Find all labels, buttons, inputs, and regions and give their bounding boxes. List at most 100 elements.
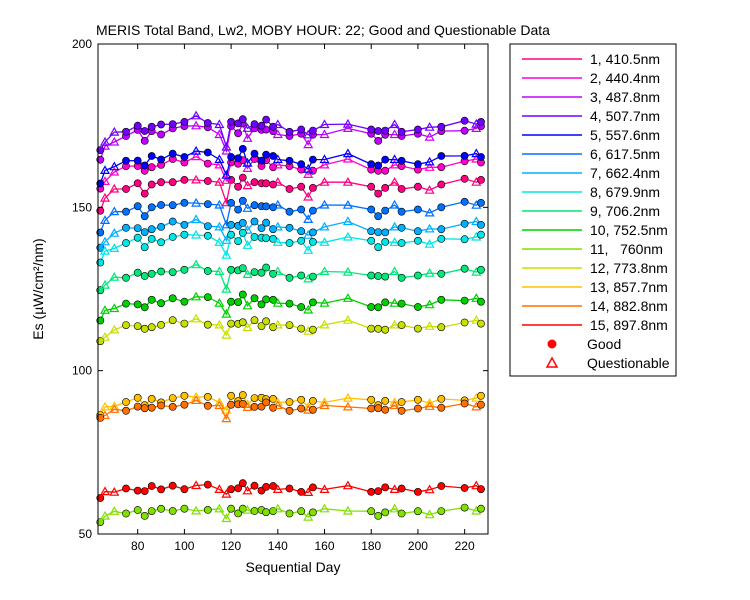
questionable-point <box>221 404 232 414</box>
good-point <box>285 398 294 406</box>
legend-questionable-label: Questionable <box>587 355 670 371</box>
questionable-point <box>221 413 232 423</box>
good-point <box>234 182 242 191</box>
questionable-point <box>303 214 314 223</box>
questionable-point <box>99 236 111 246</box>
good-point <box>285 127 294 136</box>
good-point <box>374 228 383 236</box>
good-point <box>381 155 390 164</box>
good-point <box>234 509 242 518</box>
good-point <box>157 120 165 129</box>
good-point <box>397 509 406 518</box>
good-point <box>122 239 130 247</box>
good-point <box>477 153 485 161</box>
good-point <box>381 325 390 334</box>
good-point <box>168 178 177 187</box>
good-point <box>367 160 376 169</box>
questionable-point <box>214 154 225 164</box>
good-point <box>157 504 165 513</box>
good-point <box>413 205 422 214</box>
legend-label: 9, 706.2nm <box>590 203 660 219</box>
questionable-point <box>272 503 283 513</box>
good-point <box>262 202 270 211</box>
good-point <box>133 506 142 514</box>
good-point <box>437 122 446 131</box>
questionable-point <box>99 136 111 146</box>
questionable-point <box>424 401 435 410</box>
questionable-point <box>214 297 225 307</box>
legend-label: 5, 557.6nm <box>590 127 660 143</box>
good-point <box>413 227 422 236</box>
good-point <box>122 299 130 308</box>
questionable-point <box>191 197 202 207</box>
chart-title: MERIS Total Band, Lw2, MOBY HOUR: 22; Go… <box>96 22 550 38</box>
good-point <box>96 494 105 502</box>
good-point <box>133 393 142 402</box>
good-point <box>203 119 212 127</box>
good-point <box>262 295 270 304</box>
questionable-point <box>214 176 225 186</box>
questionable-point <box>242 300 253 310</box>
good-point <box>437 507 446 515</box>
good-point <box>238 144 247 153</box>
good-point <box>227 220 235 229</box>
good-point <box>203 480 212 489</box>
questionable-point <box>272 129 283 139</box>
questionable-point <box>221 141 232 151</box>
good-point <box>147 225 156 234</box>
questionable-point <box>99 279 111 289</box>
good-point <box>477 297 485 306</box>
x-tick-label: 100 <box>174 539 194 553</box>
good-point <box>122 185 130 193</box>
good-point <box>203 293 212 301</box>
good-point <box>308 183 317 192</box>
good-point <box>203 401 212 410</box>
good-point <box>367 227 376 236</box>
questionable-point <box>99 401 111 411</box>
questionable-point <box>191 259 202 269</box>
legend-label: 4, 507.7nm <box>590 108 660 124</box>
good-point <box>374 404 383 413</box>
good-point <box>437 152 446 160</box>
good-point <box>437 234 446 243</box>
questionable-point <box>242 269 253 278</box>
good-point <box>180 391 189 400</box>
questionable-point <box>424 484 435 494</box>
good-point <box>140 512 149 520</box>
good-point <box>374 212 383 221</box>
questionable-point <box>272 297 283 307</box>
good-point <box>262 115 270 124</box>
good-point <box>180 153 189 161</box>
good-point <box>397 321 406 329</box>
good-point <box>285 185 294 193</box>
good-point <box>374 512 383 520</box>
good-point <box>203 148 212 157</box>
good-point <box>157 201 165 209</box>
good-point <box>203 159 212 168</box>
questionable-point <box>221 169 232 179</box>
good-point <box>381 126 390 135</box>
good-point <box>168 233 177 241</box>
questionable-point <box>303 139 314 149</box>
good-point <box>285 223 294 232</box>
questionable-point <box>272 159 283 169</box>
questionable-point <box>342 293 353 302</box>
good-point <box>308 325 317 334</box>
good-point <box>397 484 406 493</box>
good-point <box>180 319 189 328</box>
good-point <box>157 178 165 187</box>
good-point <box>381 237 390 246</box>
good-point <box>308 272 317 281</box>
x-axis-ticks: 80 100 120 140 160 180 200 220 <box>131 44 475 553</box>
good-point <box>308 155 317 164</box>
good-point <box>140 228 149 236</box>
good-point <box>297 205 306 214</box>
good-point <box>140 272 149 280</box>
good-point <box>413 404 422 413</box>
questionable-point <box>303 304 314 314</box>
good-point <box>381 508 390 517</box>
good-point <box>168 481 177 490</box>
good-point <box>122 273 130 282</box>
good-point <box>285 509 294 518</box>
